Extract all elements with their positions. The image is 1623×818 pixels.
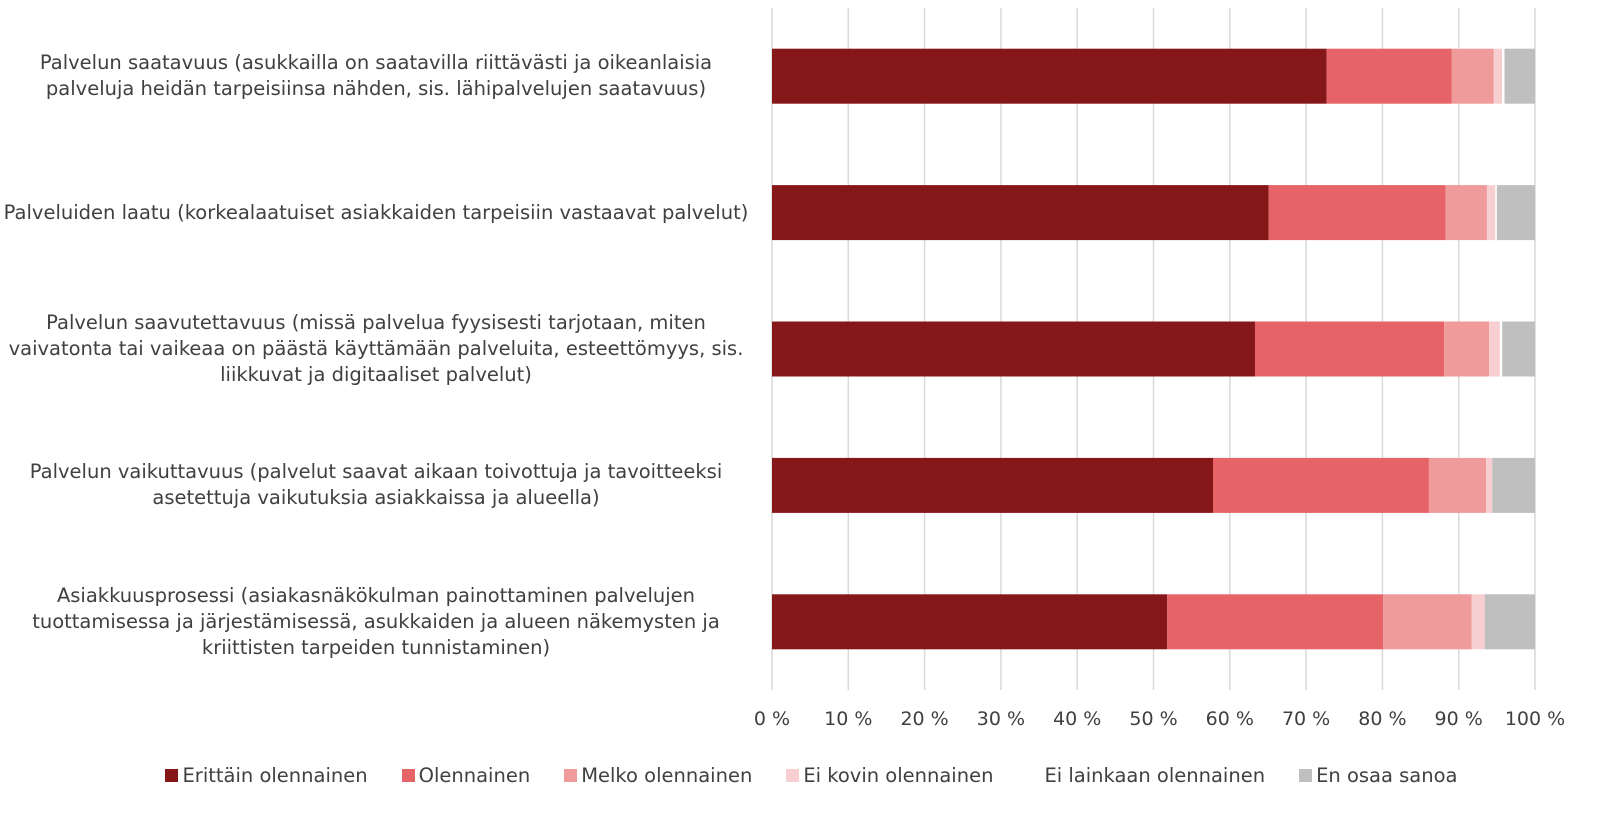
- bar-segment: [1444, 321, 1490, 377]
- bar-segment: [1484, 594, 1535, 650]
- bar-segment: [1254, 321, 1445, 377]
- x-tick-label: 100 %: [1505, 708, 1565, 730]
- bar-segment: [772, 321, 1255, 377]
- legend-item: En osaa sanoa: [1299, 764, 1458, 787]
- bar-segment: [772, 457, 1214, 513]
- bar-segment: [1326, 48, 1452, 104]
- legend-item: Ei lainkaan olennainen: [1027, 764, 1265, 787]
- category-label: Palvelun vaikuttavuus (palvelut saavat a…: [29, 460, 723, 510]
- bar-segment: [1504, 48, 1535, 104]
- bar-segment: [1496, 185, 1535, 241]
- legend-label: Ei lainkaan olennainen: [1044, 764, 1266, 787]
- legend-swatch: [564, 769, 578, 782]
- category-label: Asiakkuusprosessi (asiakasnäkökulman pai…: [32, 583, 720, 659]
- x-tick-label: 90 %: [1435, 708, 1483, 730]
- legend-label: Melko olennainen: [581, 764, 753, 787]
- legend-swatch: [786, 769, 800, 782]
- x-tick-label: 30 %: [977, 708, 1025, 730]
- bar-segment: [772, 48, 1327, 104]
- legend-label: Ei kovin olennainen: [803, 764, 994, 787]
- x-tick-label: 20 %: [900, 708, 948, 730]
- x-tick-label: 40 %: [1053, 708, 1101, 730]
- category-label: Palvelun saavutettavuus (missä palvelua …: [8, 311, 744, 386]
- bar-segment: [1445, 185, 1487, 241]
- x-tick-label: 60 %: [1206, 708, 1254, 730]
- bar-segment: [1493, 48, 1503, 104]
- category-label: Palvelun saatavuus (asukkailla on saatav…: [39, 51, 713, 101]
- legend-item: Olennainen: [401, 764, 531, 787]
- bar-segment: [1471, 594, 1485, 650]
- legend-label: En osaa sanoa: [1316, 764, 1458, 787]
- bar-segment: [1213, 457, 1429, 513]
- bar-segment: [1489, 321, 1500, 377]
- legend-item: Ei kovin olennainen: [786, 764, 993, 787]
- bar-segment: [1268, 185, 1446, 241]
- bar-segment: [1486, 457, 1493, 513]
- x-tick-label: 70 %: [1282, 708, 1330, 730]
- bar-segment: [1502, 48, 1505, 104]
- bar-segment: [772, 594, 1168, 650]
- legend-item: Melko olennainen: [564, 764, 752, 787]
- bar-segment: [1492, 457, 1535, 513]
- bar-segment: [1486, 185, 1496, 241]
- legend-swatch: [1027, 769, 1041, 782]
- category-label: Palveluiden laatu (korkealaatuiset asiak…: [3, 200, 749, 224]
- legend-swatch: [165, 769, 179, 782]
- x-tick-label: 10 %: [824, 708, 872, 730]
- legend-label: Erittäin olennainen: [182, 764, 368, 787]
- bar-segment: [1495, 185, 1497, 241]
- bar-segment: [1502, 321, 1535, 377]
- bar-segment: [1499, 321, 1503, 377]
- legend-swatch: [401, 769, 415, 782]
- x-tick-label: 0 %: [754, 708, 790, 730]
- legend-label: Olennainen: [418, 764, 531, 787]
- bar-segment: [1167, 594, 1384, 650]
- x-tick-label: 50 %: [1129, 708, 1177, 730]
- legend-swatch: [1299, 769, 1313, 782]
- bar-segment: [1451, 48, 1494, 104]
- x-tick-label: 80 %: [1358, 708, 1406, 730]
- legend: Erittäin olennainen Olennainen Melko olenn…: [0, 764, 1623, 787]
- bar-segment: [772, 185, 1269, 241]
- bar-segment: [1428, 457, 1487, 513]
- legend-item: Erittäin olennainen: [165, 764, 368, 787]
- bar-segment: [1383, 594, 1472, 650]
